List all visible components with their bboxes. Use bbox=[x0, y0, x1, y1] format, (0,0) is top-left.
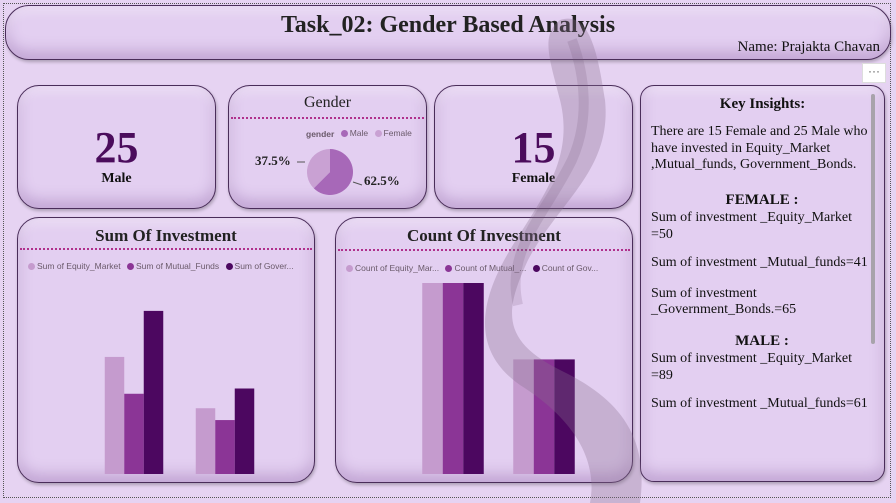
gender-pie-chart bbox=[297, 149, 363, 195]
sum-investment-card[interactable]: Sum Of Investment Sum of Equity_Market S… bbox=[17, 217, 315, 483]
gov-dot-icon bbox=[532, 264, 540, 272]
gender-legend: gender Male Female bbox=[306, 128, 416, 139]
sum-legend: Sum of Equity_Market Sum of Mutual_Funds… bbox=[28, 261, 298, 272]
sum-chart-title: Sum Of Investment bbox=[95, 226, 237, 245]
insights-intro: There are 15 Female and 25 Male who have… bbox=[651, 124, 868, 172]
legend-item-equity[interactable]: Sum of Equity_Market bbox=[28, 261, 121, 271]
title-divider bbox=[20, 248, 312, 250]
legend-item-female[interactable]: Female bbox=[374, 128, 412, 138]
title-divider bbox=[231, 117, 424, 119]
male-dot-icon bbox=[340, 129, 348, 137]
equity-dot-icon bbox=[28, 262, 35, 270]
female-insight-2: Sum of investment _Mutual_funds=41 bbox=[651, 255, 868, 270]
legend-item-mutual[interactable]: Sum of Mutual_Funds bbox=[127, 261, 219, 271]
bar-3-group-1[interactable] bbox=[143, 310, 164, 474]
legend-title: gender bbox=[306, 128, 335, 139]
female-count: 15 bbox=[511, 123, 556, 172]
count-investment-card[interactable]: Count Of Investment Count of Equity_Mar.… bbox=[335, 217, 633, 483]
male-heading: MALE : bbox=[735, 332, 789, 349]
title-card: Task_02: Gender Based Analysis Name: Pra… bbox=[5, 5, 891, 60]
male-leader-line bbox=[352, 181, 363, 186]
mutual-dot-icon bbox=[445, 264, 453, 272]
count-bar-chart bbox=[422, 283, 575, 474]
female-insight-1: Sum of investment _Equity_Market =50 bbox=[651, 210, 853, 242]
legend-item-mutual[interactable]: Count of Mutual_... bbox=[445, 263, 526, 273]
gender-chart-title: Gender bbox=[303, 94, 352, 111]
page-title: Task_02: Gender Based Analysis bbox=[280, 12, 616, 38]
female-heading: FEMALE : bbox=[725, 191, 799, 208]
legend-item-gov[interactable]: Sum of Gover... bbox=[225, 261, 294, 271]
count-legend: Count of Equity_Mar... Count of Mutual_.… bbox=[346, 263, 602, 274]
bar-3-group-2[interactable] bbox=[234, 388, 255, 475]
key-insights-panel[interactable]: Key Insights: There are 15 Female and 25… bbox=[640, 85, 885, 482]
male-count: 25 bbox=[94, 123, 139, 172]
legend-item-male[interactable]: Male bbox=[340, 128, 368, 138]
bar-1-group-1[interactable] bbox=[104, 356, 125, 474]
title-divider bbox=[338, 249, 630, 251]
canvas-border bbox=[3, 3, 891, 498]
female-insight-3: Sum of investment _Government_Bonds.=65 bbox=[651, 285, 797, 318]
sum-bar-chart bbox=[104, 310, 255, 475]
female-kpi-card[interactable]: 15 Female bbox=[434, 85, 633, 209]
female-dot-icon bbox=[374, 129, 382, 137]
bar-1-group-2[interactable] bbox=[195, 408, 216, 474]
insights-scrollbar[interactable] bbox=[871, 94, 875, 344]
insights-body: There are 15 Female and 25 Male who have… bbox=[651, 124, 873, 427]
bar-1-group-1[interactable] bbox=[422, 283, 443, 474]
male-pct-label: 62.5% bbox=[364, 173, 400, 188]
male-insight-2: Sum of investment _Mutual_funds=61 bbox=[651, 396, 868, 411]
bar-3-group-1[interactable] bbox=[463, 283, 484, 474]
legend-item-equity[interactable]: Count of Equity_Mar... bbox=[346, 263, 439, 273]
pie-slice-male[interactable] bbox=[313, 149, 353, 195]
male-kpi-card[interactable]: 25 Male bbox=[17, 85, 216, 209]
bar-2-group-2[interactable] bbox=[215, 420, 235, 474]
more-options-button[interactable]: ··· bbox=[862, 63, 886, 83]
pie-slice-female[interactable] bbox=[307, 149, 330, 189]
bar-2-group-2[interactable] bbox=[533, 359, 555, 474]
insights-title: Key Insights: bbox=[719, 96, 806, 112]
bar-3-group-2[interactable] bbox=[554, 359, 575, 474]
equity-dot-icon bbox=[346, 264, 353, 272]
female-label: Female bbox=[511, 171, 556, 186]
gender-pie-card[interactable]: Gender gender Male Female 37.5% 62.5% bbox=[228, 85, 427, 209]
author-name: Name: Prajakta Chavan bbox=[737, 39, 880, 55]
count-chart-title: Count Of Investment bbox=[407, 226, 561, 245]
male-insight-1: Sum of investment _Equity_Market =89 bbox=[651, 351, 853, 383]
male-label: Male bbox=[101, 171, 132, 186]
bar-1-group-2[interactable] bbox=[513, 359, 534, 474]
bar-2-group-1[interactable] bbox=[124, 393, 144, 474]
gov-dot-icon bbox=[225, 262, 233, 270]
legend-item-gov[interactable]: Count of Gov... bbox=[532, 263, 598, 273]
bar-2-group-1[interactable] bbox=[442, 283, 464, 474]
female-pct-label: 37.5% bbox=[255, 153, 291, 168]
mutual-dot-icon bbox=[127, 262, 134, 270]
